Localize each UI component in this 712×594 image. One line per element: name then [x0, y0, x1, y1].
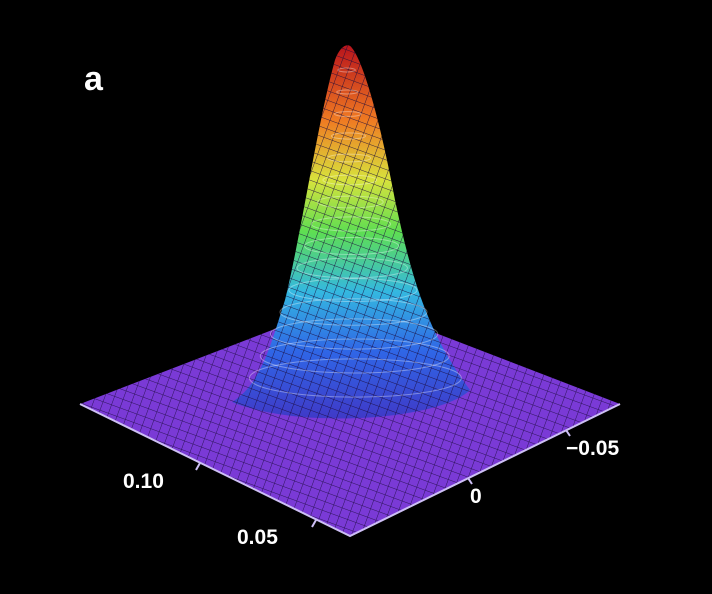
x-tick-label-0.05: 0.05 — [237, 526, 278, 549]
peak-contour-ring — [337, 67, 356, 73]
x-tick-mark-0.05 — [311, 519, 317, 528]
peak-mesh — [232, 45, 470, 419]
peak-contour-ring — [296, 257, 408, 279]
peak-contour-ring — [259, 338, 450, 374]
y-tick-mark--0.05 — [565, 429, 571, 437]
y-tick-mark-0 — [467, 477, 473, 485]
axis-ticks — [195, 429, 571, 528]
peak-contour-ring — [288, 277, 418, 303]
y-tick-label-0: 0 — [470, 485, 482, 508]
peak-contour-ring — [330, 132, 367, 140]
peak-contour-ring — [327, 153, 372, 163]
peak-contour-ring — [304, 237, 400, 255]
peak-contour-ring — [248, 358, 462, 398]
peak-contour-ring — [279, 298, 428, 326]
peak-contour-ring — [333, 111, 362, 117]
x-tick-mark-0.10 — [195, 462, 201, 471]
y-tick-label--0.05: −0.05 — [566, 437, 619, 460]
peak-contour-ring — [269, 318, 439, 350]
peak-contour-ring — [317, 195, 384, 209]
x-tick-label-0.10: 0.10 — [123, 470, 164, 493]
peak-contour-ring — [310, 216, 392, 232]
panel-label: a — [84, 60, 104, 98]
base-front-edge — [79, 403, 621, 538]
peak-contours — [248, 67, 462, 398]
peak-contour-ring — [322, 174, 378, 186]
peak-contour-ring — [336, 89, 359, 95]
